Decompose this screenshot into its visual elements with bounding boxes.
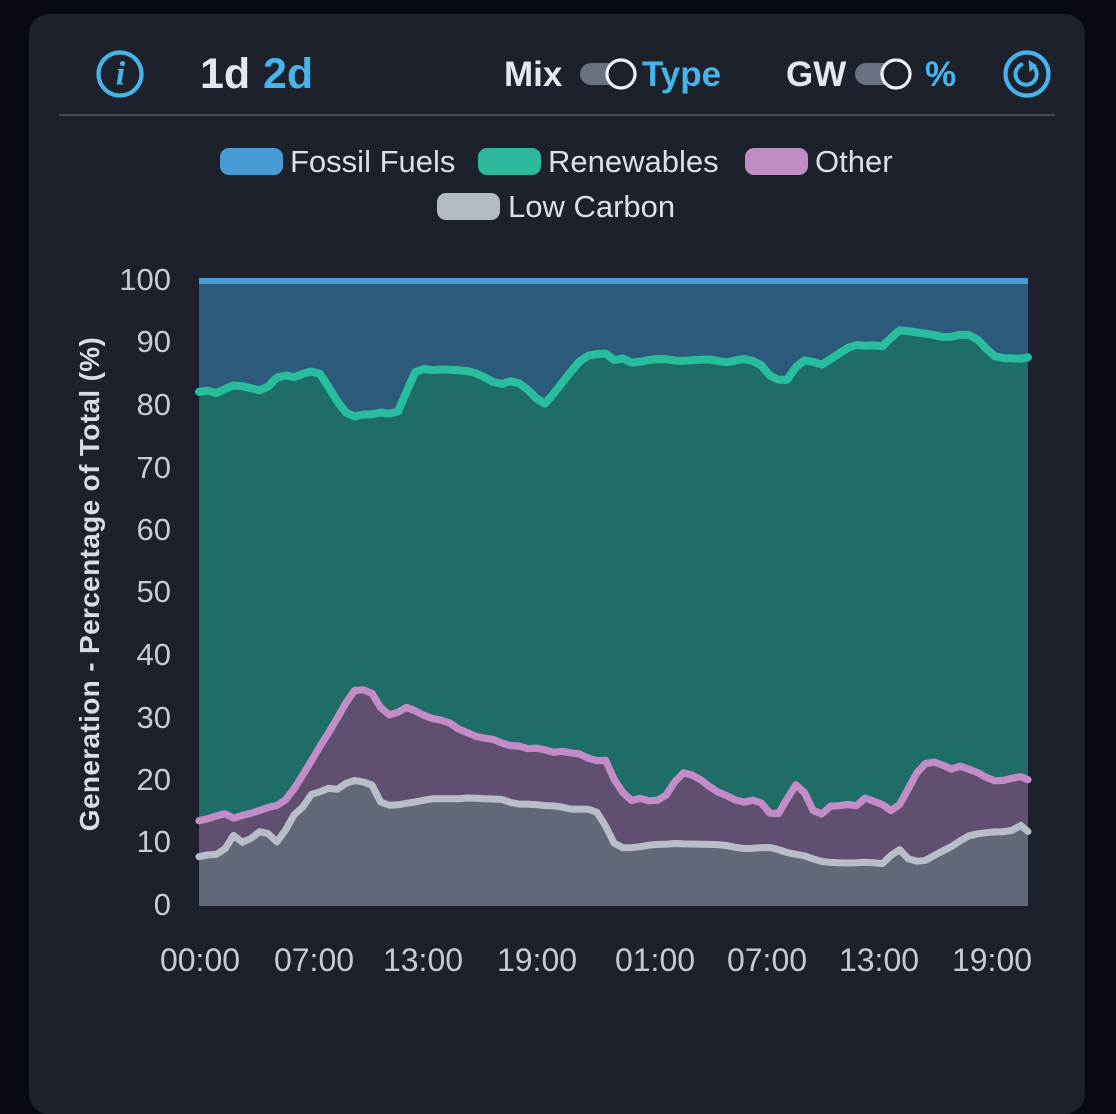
svg-text:i: i <box>116 56 126 93</box>
svg-text:Generation - Percentage of Tot: Generation - Percentage of Total (%) <box>74 337 105 831</box>
